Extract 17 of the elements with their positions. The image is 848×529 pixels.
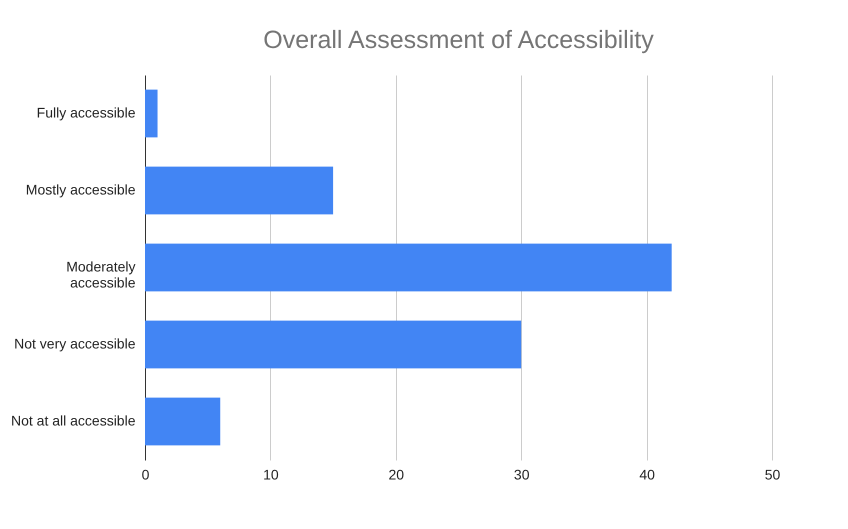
bar: [145, 166, 334, 214]
y-tick-label: Mostly accessible: [26, 182, 136, 198]
bar: [145, 320, 522, 368]
x-tick-label: 40: [639, 466, 656, 482]
x-tick-label: 50: [764, 466, 780, 482]
chart-title: Overall Assessment of Accessibility: [263, 26, 654, 54]
y-tick-label: Moderately accessible: [66, 258, 136, 290]
bar: [145, 398, 220, 446]
y-tick-label: Not at all accessible: [10, 412, 136, 428]
x-tick-label: 10: [263, 466, 279, 482]
bar: [145, 90, 158, 138]
x-tick-label: 20: [388, 466, 404, 482]
y-tick-label: Fully accessible: [36, 104, 136, 120]
y-tick-label: Not very accessible: [14, 336, 136, 352]
x-tick-label: 0: [142, 466, 150, 482]
bar: [145, 244, 672, 292]
x-tick-label: 30: [514, 466, 530, 482]
